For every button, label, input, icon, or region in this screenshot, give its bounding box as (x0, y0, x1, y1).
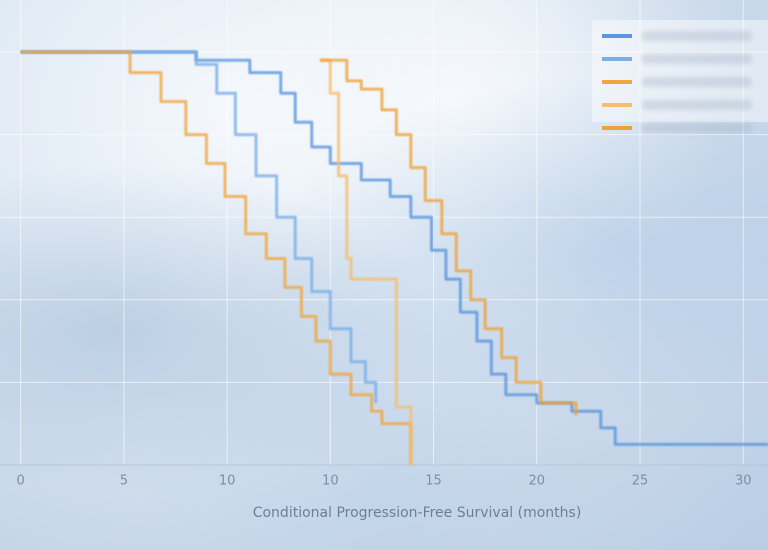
survival-line (20, 50, 413, 465)
x-tick-label: 0 (17, 474, 25, 489)
x-tick-label: 25 (632, 474, 649, 489)
legend-text-blur (642, 77, 752, 87)
legend (602, 31, 752, 133)
x-tick-label: 20 (529, 474, 546, 489)
legend-text-blur (642, 100, 752, 110)
legend-text-blur (642, 123, 752, 133)
x-tick-label: 10 (322, 474, 339, 489)
x-tick-label: 10 (219, 474, 236, 489)
survival-line (320, 58, 578, 416)
x-axis-label: Conditional Progression-Free Survival (m… (253, 505, 582, 521)
x-axis: 0 5 10 10 15 20 25 30 (17, 474, 752, 489)
x-tick-label: 5 (120, 474, 128, 489)
grid (0, 464, 768, 466)
survival-line (320, 58, 413, 465)
legend-text-blur (642, 54, 752, 64)
x-tick-label: 15 (425, 474, 442, 489)
legend-text-blur (642, 31, 752, 41)
survival-line (20, 50, 378, 404)
x-tick-label: 30 (735, 474, 752, 489)
plot (20, 50, 768, 465)
